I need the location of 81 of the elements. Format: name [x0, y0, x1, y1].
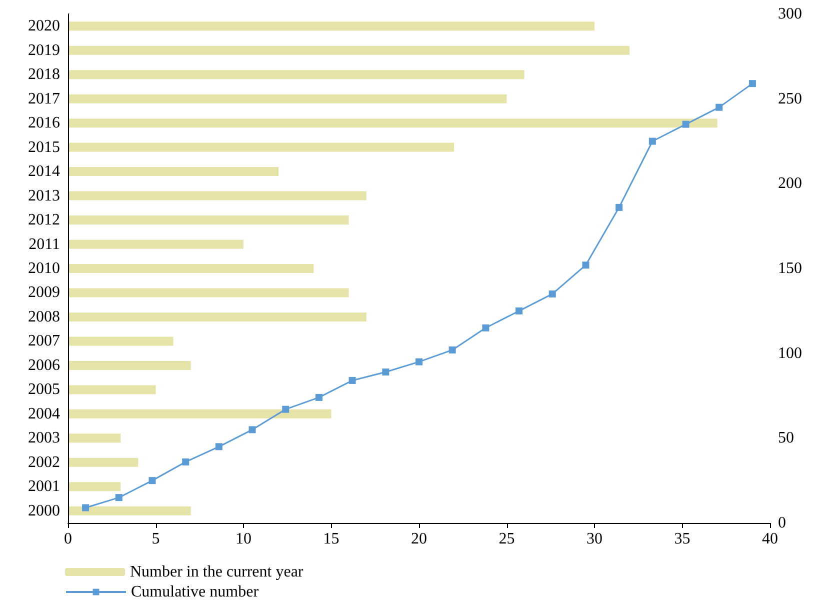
- bar: [68, 434, 121, 443]
- point: [448, 346, 456, 354]
- x-tick-label: 40: [762, 530, 778, 548]
- point: [348, 376, 356, 384]
- x-tick-label: 35: [674, 530, 690, 548]
- bar: [68, 409, 332, 418]
- bar: [68, 482, 121, 492]
- bar: [68, 240, 244, 249]
- bar: [68, 142, 454, 152]
- point: [416, 358, 422, 366]
- y-tick-label: 2007: [28, 332, 60, 350]
- x-tick-label: 5: [152, 530, 160, 548]
- point: [582, 262, 590, 269]
- point: [548, 290, 556, 298]
- y-tick-label: 2011: [28, 236, 60, 253]
- y-tick-label: 250: [778, 90, 802, 108]
- y-tick-label: 300: [778, 6, 802, 22]
- point: [682, 120, 690, 128]
- x-tick-label: 30: [586, 530, 602, 548]
- bar: [68, 167, 279, 176]
- point: [248, 426, 256, 434]
- bar: [68, 118, 718, 128]
- y-tick-label: 2002: [28, 454, 60, 471]
- bar: [68, 22, 594, 31]
- y-tick-label: 2008: [28, 308, 60, 326]
- y-tick-label: 2020: [28, 18, 60, 35]
- bar: [68, 288, 349, 298]
- x-tick-label: 25: [498, 530, 515, 548]
- y-tick-label: 100: [778, 344, 802, 362]
- point: [516, 307, 523, 314]
- y-tick-label: 0: [778, 514, 786, 532]
- y-tick-label: 2001: [28, 478, 60, 496]
- y-tick-label: 2000: [28, 502, 60, 520]
- y-tick-label: 2003: [28, 430, 60, 447]
- bar: [68, 216, 349, 225]
- bar: [68, 94, 507, 104]
- point: [115, 494, 122, 502]
- bar: [68, 385, 156, 394]
- point: [382, 368, 390, 376]
- bar: [68, 312, 366, 322]
- y-tick-label: 2010: [28, 260, 60, 277]
- x-tick-label: 20: [411, 530, 427, 548]
- x-tick-label: 10: [236, 530, 252, 548]
- y-tick-label: 50: [778, 430, 794, 447]
- bar: [68, 336, 174, 346]
- bar: [68, 191, 366, 200]
- y-tick-label: 150: [778, 260, 802, 277]
- point: [82, 504, 90, 512]
- point: [616, 204, 623, 211]
- y-tick-label: 2014: [28, 163, 60, 180]
- bar: [68, 46, 630, 55]
- y-tick-label: 2004: [28, 405, 60, 422]
- x-tick-label: 15: [323, 530, 340, 548]
- bar: [68, 506, 191, 516]
- x-tick-label: 0: [64, 530, 72, 548]
- point: [282, 406, 290, 413]
- point: [716, 104, 723, 111]
- y-tick-label: 2013: [28, 187, 60, 204]
- y-tick-label: 2005: [28, 381, 60, 398]
- y-tick-label: 2009: [28, 284, 60, 302]
- bar: [68, 360, 191, 370]
- y-tick-label: 2012: [28, 212, 60, 229]
- y-tick-label: 200: [778, 175, 802, 192]
- point: [648, 138, 656, 145]
- y-tick-label: 2019: [28, 42, 60, 59]
- bar: [68, 70, 524, 80]
- point: [148, 477, 156, 484]
- point: [215, 443, 222, 450]
- y-tick-label: 2006: [28, 356, 60, 374]
- y-tick-label: 2016: [28, 114, 60, 132]
- point: [482, 324, 490, 332]
- bar: [68, 264, 314, 273]
- y-tick-label: 2018: [28, 66, 60, 84]
- legend-label: Number in the current year: [130, 564, 304, 580]
- y-tick-label: 2017: [28, 90, 60, 108]
- point: [748, 80, 756, 88]
- legend-label: Cumulative number: [131, 584, 260, 600]
- bar: [68, 458, 138, 467]
- point: [182, 458, 190, 466]
- y-tick-label: 2015: [28, 138, 60, 156]
- point: [315, 394, 322, 401]
